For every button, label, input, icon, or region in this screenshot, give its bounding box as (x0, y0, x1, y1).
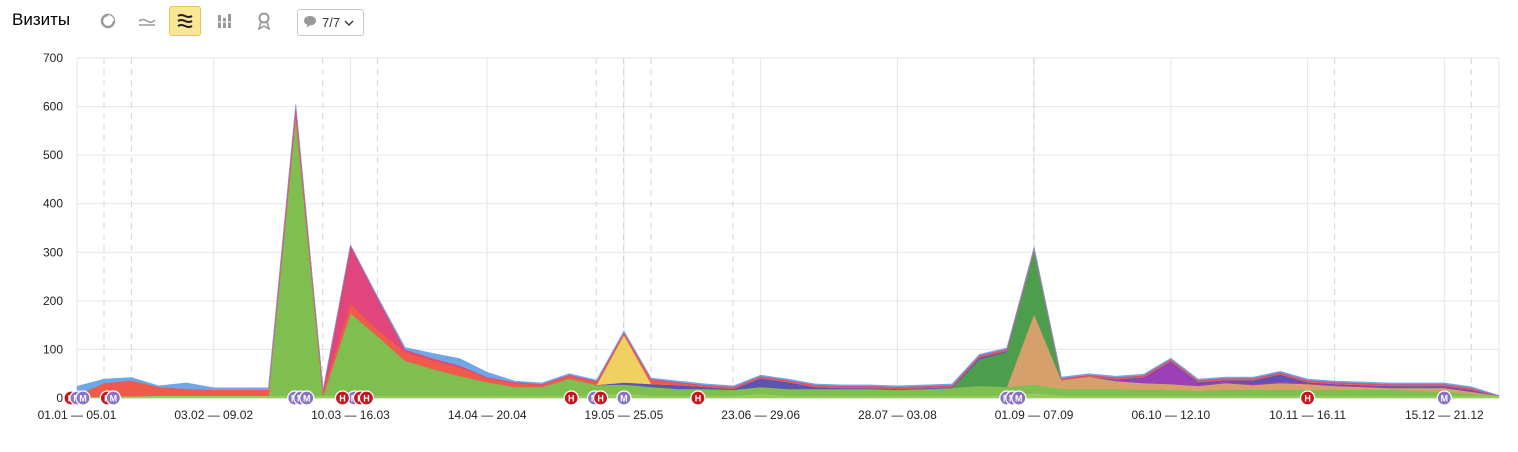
stacked-area-icon (177, 13, 193, 29)
pie-chart-icon (100, 13, 116, 29)
annotation-marker[interactable]: М (299, 390, 315, 406)
annotation-markers[interactable]: НММНМММММННННМНМНМММНМ (63, 390, 1452, 406)
x-tick-label: 19.05 — 25.05 (585, 408, 664, 422)
annotation-marker-label: Н (339, 394, 346, 404)
y-tick-label: 700 (43, 51, 63, 65)
chart-grid (76, 57, 1500, 399)
x-tick-label: 28.07 — 03.08 (858, 408, 937, 422)
visits-chart: 0 100 200 300 400 500 600 700 01.01 — 05.01 03.0… (38, 51, 1500, 422)
x-tick-label: 23.06 — 29.06 (721, 408, 800, 422)
notes-count: 7/7 (322, 15, 341, 30)
annotation-marker-label: Н (363, 394, 370, 404)
line-chart-button[interactable] (131, 6, 163, 36)
map-button[interactable] (248, 6, 280, 36)
chart-areas (76, 104, 1500, 399)
map-pin-icon (256, 12, 272, 30)
stacked-bar-button[interactable] (209, 6, 241, 36)
annotation-marker-label: М (303, 394, 311, 404)
x-tick-label: 06.10 — 12.10 (1131, 408, 1210, 422)
annotation-marker[interactable]: М (75, 390, 91, 406)
x-axis: 01.01 — 05.01 03.02 — 09.02 10.03 — 16.03 1… (38, 408, 1484, 422)
stacked-bar-icon (217, 13, 233, 29)
annotation-marker[interactable]: Н (690, 390, 706, 406)
line-chart-icon (138, 15, 156, 27)
y-tick-label: 500 (43, 148, 63, 162)
annotation-marker[interactable]: Н (358, 390, 375, 406)
annotation-marker[interactable]: Н (1299, 390, 1316, 406)
notes-dropdown[interactable]: 7/7 (297, 9, 364, 36)
x-tick-label: 03.02 — 09.02 (174, 408, 253, 422)
x-tick-label: 01.09 — 07.09 (995, 408, 1074, 422)
y-tick-label: 0 (56, 391, 63, 405)
annotation-marker-label: Н (568, 394, 575, 404)
y-axis: 0 100 200 300 400 500 600 700 (43, 51, 63, 405)
pie-chart-button[interactable] (92, 6, 124, 36)
annotation-marker[interactable]: Н (592, 390, 609, 406)
annotation-marker[interactable]: М (105, 390, 121, 406)
annotation-marker-label: Н (597, 394, 604, 404)
stacked-area-button[interactable] (169, 6, 201, 36)
annotation-marker-label: М (620, 394, 628, 404)
speech-bubble-icon (303, 15, 317, 31)
x-tick-label: 14.04 — 20.04 (448, 408, 527, 422)
annotation-marker[interactable]: М (616, 390, 632, 406)
x-tick-label: 10.11 — 16.11 (1269, 408, 1346, 422)
x-tick-label: 15.12 — 21.12 (1405, 408, 1484, 422)
y-tick-label: 400 (43, 197, 63, 211)
annotation-marker[interactable]: М (1011, 390, 1027, 406)
x-tick-label: 10.03 — 16.03 (311, 408, 390, 422)
chart-title: Визиты (12, 10, 71, 29)
chart-toolbar: Визиты 7/7 (0, 0, 1518, 44)
annotation-marker[interactable]: Н (334, 390, 351, 406)
y-tick-label: 200 (43, 294, 63, 308)
annotation-marker-label: М (110, 394, 118, 404)
y-tick-label: 600 (43, 100, 63, 114)
annotation-marker-label: М (1441, 394, 1449, 404)
y-tick-label: 300 (43, 245, 63, 259)
annotation-marker[interactable]: Н (563, 390, 579, 406)
series-area-9 (76, 104, 1500, 396)
annotation-marker-label: Н (695, 394, 702, 404)
chevron-down-icon (344, 15, 354, 30)
annotation-marker-label: М (79, 394, 87, 404)
annotation-marker[interactable]: М (1436, 390, 1452, 406)
annotation-marker-label: Н (1304, 394, 1311, 404)
annotation-marker-label: М (1015, 394, 1023, 404)
y-tick-label: 100 (43, 342, 63, 356)
x-tick-label: 01.01 — 05.01 (38, 408, 117, 422)
